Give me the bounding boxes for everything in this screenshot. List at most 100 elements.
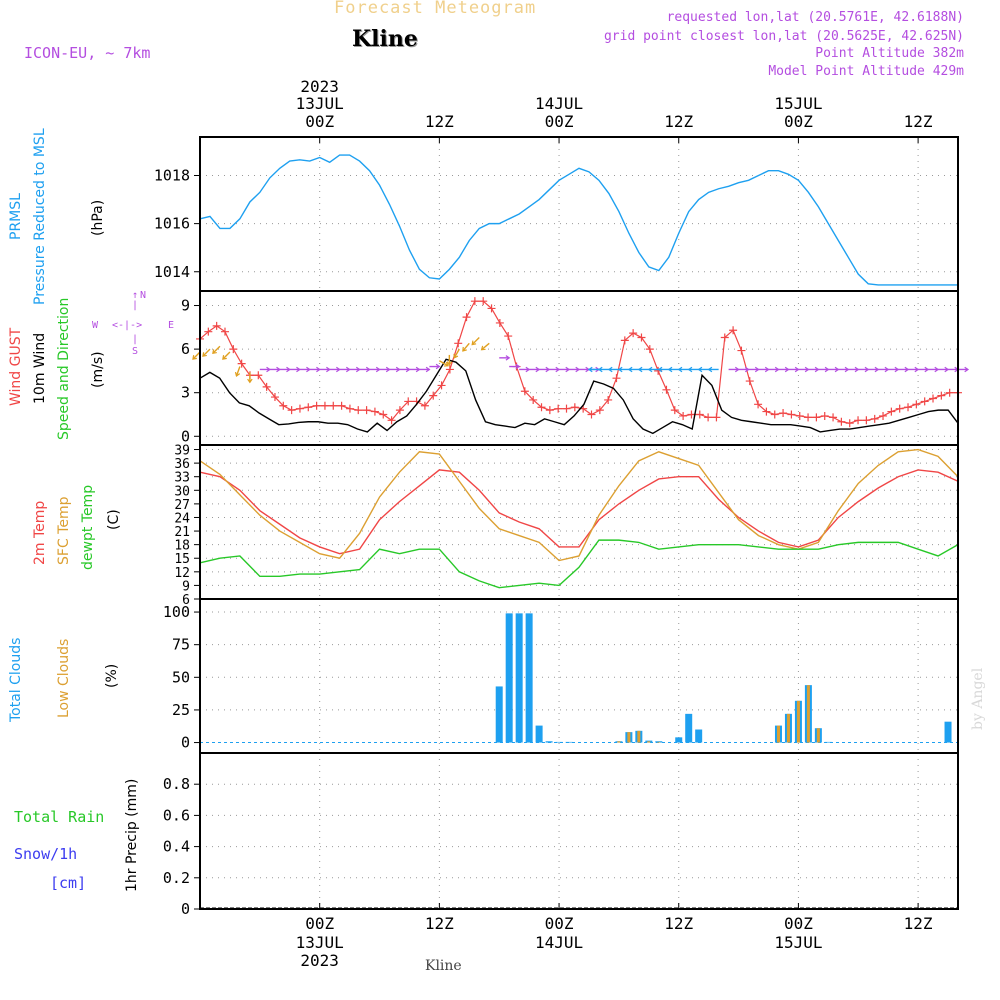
bottom-year-label: 2023: [300, 951, 339, 970]
temp-tick-label: 27: [174, 498, 190, 513]
gust-marker: [795, 411, 804, 420]
wind-arrow-head: [617, 366, 623, 373]
temp-tick-label: 24: [174, 511, 190, 526]
wind-arrow-head: [222, 355, 227, 360]
gust-marker: [829, 413, 838, 422]
gust-marker: [570, 403, 579, 412]
gust-marker: [737, 346, 746, 355]
gust-marker: [454, 339, 463, 348]
chart-title: Forecast Meteogram: [334, 0, 537, 18]
wind-arrow-head: [607, 366, 613, 373]
top-hour-label: 00Z: [305, 112, 334, 131]
low-cloud-bar: [806, 685, 810, 743]
precip-label-cm: [cm]: [50, 874, 87, 892]
gust-marker: [429, 391, 438, 400]
top-day-label: 15JUL: [774, 94, 822, 113]
clouds-tick-label: 100: [163, 603, 190, 621]
top-hour-label: 00Z: [545, 112, 574, 131]
wind-arrow: [439, 360, 449, 367]
pressure-line: [199, 154, 958, 286]
gust-marker: [670, 406, 679, 415]
wind-arrow-head: [657, 366, 663, 373]
wind-arrow-head: [425, 366, 431, 373]
gust-marker: [487, 304, 496, 313]
clouds-tick-label: 0: [181, 734, 190, 752]
gust-marker: [279, 401, 288, 410]
clouds-tick-label: 75: [172, 636, 190, 654]
wind-arrow-head: [627, 366, 633, 373]
temp-tick-label: 21: [174, 525, 190, 540]
wind-arrow: [192, 351, 201, 360]
temp-tick-label: 30: [174, 484, 190, 499]
bottom-day-label: 13JUL: [296, 933, 344, 952]
gust-marker: [479, 297, 488, 306]
total-cloud-bar: [555, 741, 563, 743]
low-cloud-bar: [637, 730, 641, 743]
total-cloud-bar: [695, 729, 703, 743]
gust-marker: [620, 336, 629, 345]
wind-tick-label: 3: [181, 384, 190, 402]
gust-marker: [312, 401, 321, 410]
compass-s: S: [132, 346, 139, 357]
gust-marker: [520, 387, 529, 396]
gust-marker: [370, 407, 379, 416]
wind-tick-label: 6: [181, 340, 190, 358]
gust-marker: [729, 326, 738, 335]
gust-marker: [754, 400, 763, 409]
model-label: ICON-EU, ~ 7km: [24, 44, 151, 62]
wind-line: [199, 358, 959, 435]
total-cloud-bar: [944, 721, 952, 743]
gust-marker: [329, 401, 338, 410]
gust-marker: [887, 407, 896, 416]
precip-label-rain: Total Rain: [14, 808, 105, 826]
wind-arrow-head: [192, 355, 197, 360]
wind-arrow-head: [647, 366, 653, 373]
model-altitude: Model Point Altitude 429m: [768, 64, 964, 79]
gust-marker: [879, 411, 888, 420]
gust-marker: [337, 401, 346, 410]
low-cloud-bar: [617, 741, 621, 743]
wind-arrow-head: [480, 345, 486, 351]
temp-tick-label: 6: [182, 593, 190, 608]
bottom-hour-label: 12Z: [425, 914, 454, 933]
wind-arrow-head: [212, 349, 217, 355]
low-cloud-bar: [816, 728, 820, 743]
panel-frame: [199, 752, 959, 910]
wind-arrow: [471, 336, 480, 346]
gust-marker: [679, 411, 688, 420]
gust-marker: [445, 365, 454, 374]
wind-arrow-head: [587, 366, 593, 373]
gust-marker: [695, 410, 704, 419]
gust-marker: [604, 395, 613, 404]
wind-arrow-head: [435, 363, 441, 370]
point-altitude: Point Altitude 382m: [815, 46, 964, 61]
total-cloud-bar: [655, 741, 663, 743]
pressure-tick-label: 1018: [154, 167, 190, 185]
temp-tick-label: 33: [174, 471, 190, 486]
temp-tick-label: 18: [174, 539, 190, 554]
gust-marker: [320, 401, 329, 410]
wind-arrow-head: [462, 346, 467, 352]
panel-frame: [199, 598, 959, 754]
gust-marker: [645, 345, 654, 354]
wind-tick-label: 0: [181, 427, 190, 445]
wind-arrow-head: [443, 361, 449, 367]
wind-arrow-head: [234, 371, 241, 377]
gust-marker: [254, 371, 263, 380]
precip-tick-label: 0.6: [163, 806, 190, 824]
gust-marker: [220, 327, 229, 336]
gust-marker: [812, 413, 821, 422]
temp-tick-label: 9: [182, 579, 190, 594]
gust-marker: [304, 403, 313, 412]
precip-label-snow: Snow/1h: [14, 845, 78, 863]
gust-marker: [554, 404, 563, 413]
gust-marker: [295, 404, 304, 413]
total-cloud-bar: [675, 737, 683, 743]
gust-marker: [787, 410, 796, 419]
top-year-label: 2023: [300, 77, 339, 96]
top-hour-label: 12Z: [904, 112, 933, 131]
temp-tick-label: 36: [174, 457, 190, 472]
wind-arrow-head: [964, 366, 970, 373]
total-cloud-bar: [565, 741, 573, 743]
gust-marker: [270, 393, 279, 402]
